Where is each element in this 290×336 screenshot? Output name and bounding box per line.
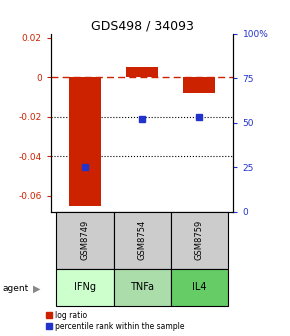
Text: agent: agent (3, 284, 29, 293)
Bar (171, 212, 228, 269)
Bar (171, 269, 228, 306)
Bar (57, 212, 114, 269)
Bar (57, 269, 114, 306)
Bar (114, 269, 171, 306)
Bar (69, 77, 101, 206)
Bar (126, 67, 158, 77)
Bar (184, 77, 215, 93)
Title: GDS498 / 34093: GDS498 / 34093 (91, 19, 193, 33)
Text: GSM8754: GSM8754 (137, 220, 147, 260)
Text: IFNg: IFNg (74, 282, 96, 292)
Text: GSM8759: GSM8759 (195, 220, 204, 260)
Legend: log ratio, percentile rank within the sample: log ratio, percentile rank within the sa… (46, 311, 184, 331)
Text: GSM8749: GSM8749 (81, 220, 90, 260)
Bar (114, 212, 171, 269)
Text: TNFa: TNFa (130, 282, 154, 292)
Text: ▶: ▶ (33, 283, 41, 293)
Text: IL4: IL4 (192, 282, 206, 292)
